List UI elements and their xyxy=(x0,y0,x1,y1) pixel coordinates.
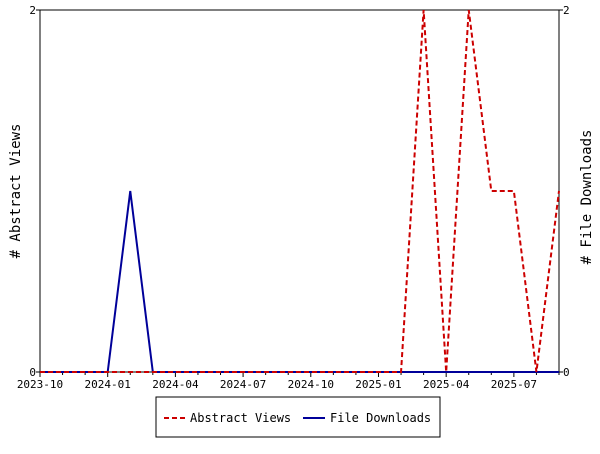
x-tick-label: 2025-04 xyxy=(423,378,470,391)
x-tick-label: 2025-01 xyxy=(355,378,401,391)
y-axis-left-label: # Abstract Views xyxy=(8,124,24,259)
y-right-tick-label: 2 xyxy=(563,4,570,17)
x-tick-label: 2024-10 xyxy=(288,378,334,391)
y-axes: 0 2 0 2 xyxy=(29,4,569,379)
legend: Abstract Views File Downloads xyxy=(155,396,441,438)
x-axis: 2023-10 2024-01 2024-04 2024-07 2024-10 2025-… xyxy=(17,372,560,391)
y-left-tick-label: 0 xyxy=(29,366,36,379)
plot-area xyxy=(39,9,560,373)
y-axis-right-label: # File Downloads xyxy=(579,130,595,265)
x-tick-label: 2024-07 xyxy=(220,378,266,391)
series-layer xyxy=(40,9,560,373)
x-tick-label: 2024-04 xyxy=(152,378,199,391)
x-tick-label: 2025-07 xyxy=(491,378,537,391)
x-tick-label: 2024-01 xyxy=(85,378,131,391)
legend-label-file-downloads: File Downloads xyxy=(330,411,431,425)
y-left-tick-label: 2 xyxy=(29,4,36,17)
series-line-abstract-views xyxy=(40,9,560,373)
x-tick-label: 2023-10 xyxy=(17,378,63,391)
legend-box xyxy=(155,396,441,438)
y-right-tick-label: 0 xyxy=(563,366,570,379)
legend-label-abstract-views: Abstract Views xyxy=(190,411,291,425)
